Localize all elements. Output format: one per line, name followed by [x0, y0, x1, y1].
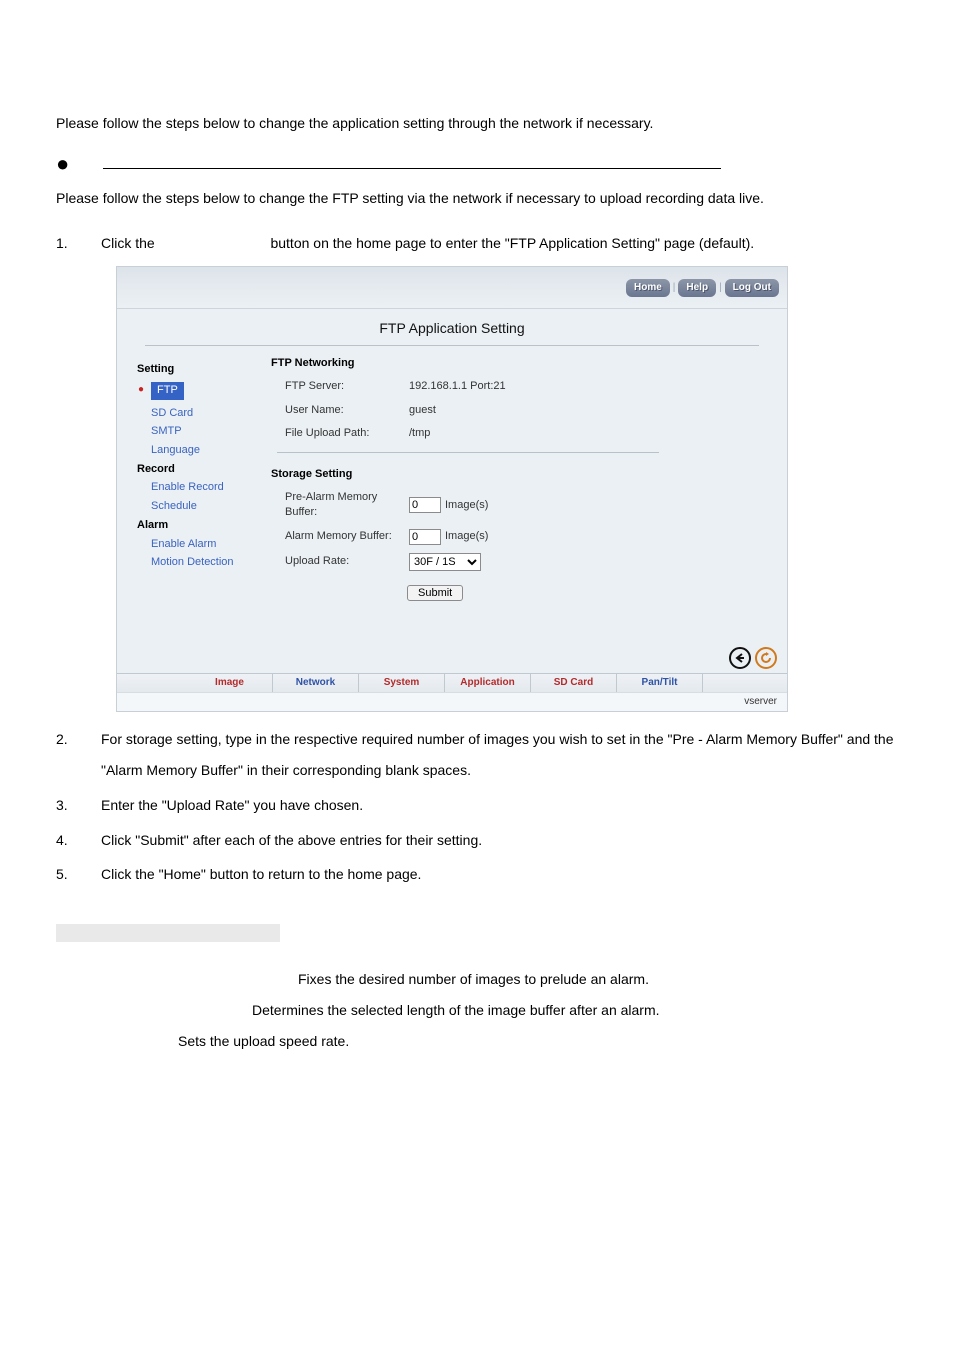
intro-paragraph-2: Please follow the steps below to change … — [56, 183, 898, 214]
app-frame: Home | Help | Log Out FTP Application Se… — [116, 266, 788, 712]
step-3-text: Enter the "Upload Rate" you have chosen. — [101, 790, 898, 821]
step-2: 2. For storage setting, type in the resp… — [56, 724, 898, 786]
step-number: 4. — [56, 825, 101, 856]
sidebar: Setting FTP SD Card SMTP Language Record… — [123, 354, 271, 601]
bottom-tabs: Image Network System Application SD Card… — [117, 673, 787, 692]
step-4-text: Click "Submit" after each of the above e… — [101, 825, 898, 856]
label-pre-alarm: Pre-Alarm Memory Buffer: — [271, 490, 409, 521]
label-alarm: Alarm Memory Buffer: — [271, 529, 409, 544]
step-1-suffix: button on the home page to enter the "FT… — [270, 235, 754, 251]
tab-pantilt[interactable]: Pan/Tilt — [617, 674, 703, 692]
icon-row — [117, 641, 787, 673]
step-5: 5. Click the "Home" button to return to … — [56, 859, 898, 890]
submit-button[interactable]: Submit — [407, 585, 463, 601]
app-topbar: Home | Help | Log Out — [117, 267, 787, 309]
unit-images-2: Image(s) — [445, 529, 488, 544]
upload-rate-select[interactable]: 30F / 1S — [409, 553, 481, 571]
sidebar-head-alarm: Alarm — [137, 518, 271, 533]
page-title: FTP Application Setting — [117, 309, 787, 345]
bullet-dot-icon: ● — [56, 153, 69, 175]
back-arrow-icon[interactable] — [729, 647, 751, 669]
row-ftp-server: FTP Server: 192.168.1.1 Port:21 — [271, 375, 771, 398]
step-number: 2. — [56, 724, 101, 786]
tab-sdcard[interactable]: SD Card — [531, 674, 617, 692]
desc-line-1: Fixes the desired number of images to pr… — [56, 964, 898, 995]
underline-blank — [103, 168, 721, 169]
sidebar-item-sdcard[interactable]: SD Card — [151, 406, 271, 421]
row-upload-rate: Upload Rate: 30F / 1S — [271, 549, 771, 575]
step-5-text: Click the "Home" button to return to the… — [101, 859, 898, 890]
section-rule — [277, 452, 659, 453]
sidebar-item-enable-record[interactable]: Enable Record — [151, 480, 271, 495]
label-upload-rate: Upload Rate: — [271, 554, 409, 569]
grey-stub — [56, 924, 280, 942]
sidebar-head-setting: Setting — [137, 362, 271, 377]
label-upload-path: File Upload Path: — [271, 426, 409, 441]
sidebar-item-motion[interactable]: Motion Detection — [151, 555, 271, 570]
tab-application[interactable]: Application — [445, 674, 531, 692]
label-ftp-server: FTP Server: — [271, 379, 409, 394]
step-3: 3. Enter the "Upload Rate" you have chos… — [56, 790, 898, 821]
row-alarm: Alarm Memory Buffer: Image(s) — [271, 525, 771, 549]
value-username: guest — [409, 403, 436, 418]
tab-image[interactable]: Image — [187, 674, 273, 692]
row-username: User Name: guest — [271, 399, 771, 422]
step-1-prefix: Click the — [101, 235, 155, 251]
desc-line-2: Determines the selected length of the im… — [56, 995, 898, 1026]
step-1: 1. Click the button on the home page to … — [56, 228, 898, 259]
home-button[interactable]: Home — [626, 279, 670, 297]
group-head-storage: Storage Setting — [271, 467, 771, 482]
tab-network[interactable]: Network — [273, 674, 359, 692]
sidebar-head-record: Record — [137, 462, 271, 477]
bullet-heading-row: ● — [56, 153, 898, 175]
step-4: 4. Click "Submit" after each of the abov… — [56, 825, 898, 856]
step-number: 3. — [56, 790, 101, 821]
pre-alarm-input[interactable] — [409, 497, 441, 513]
alarm-input[interactable] — [409, 529, 441, 545]
form-area: FTP Networking FTP Server: 192.168.1.1 P… — [271, 354, 781, 601]
row-pre-alarm: Pre-Alarm Memory Buffer: Image(s) — [271, 486, 771, 525]
row-upload-path: File Upload Path: /tmp — [271, 422, 771, 445]
sidebar-item-ftp[interactable]: FTP — [151, 382, 184, 399]
divider-icon: | — [673, 281, 676, 295]
help-button[interactable]: Help — [678, 279, 716, 297]
sidebar-item-language[interactable]: Language — [151, 443, 271, 458]
signature-label: vserver — [117, 692, 787, 711]
intro-paragraph-1: Please follow the steps below to change … — [56, 108, 898, 139]
divider-icon: | — [719, 281, 722, 295]
logout-button[interactable]: Log Out — [725, 279, 779, 297]
value-ftp-server: 192.168.1.1 Port:21 — [409, 379, 506, 394]
label-username: User Name: — [271, 403, 409, 418]
unit-images-1: Image(s) — [445, 498, 488, 513]
refresh-icon[interactable] — [755, 647, 777, 669]
description-block: Fixes the desired number of images to pr… — [56, 924, 898, 1056]
value-upload-path: /tmp — [409, 426, 430, 441]
step-2-text: For storage setting, type in the respect… — [101, 724, 898, 786]
app-body: FTP Application Setting Setting FTP SD C… — [117, 309, 787, 673]
group-head-networking: FTP Networking — [271, 356, 771, 371]
step-number: 1. — [56, 228, 101, 259]
tab-system[interactable]: System — [359, 674, 445, 692]
sidebar-item-smtp[interactable]: SMTP — [151, 424, 271, 439]
sidebar-item-schedule[interactable]: Schedule — [151, 499, 271, 514]
desc-line-3: Sets the upload speed rate. — [56, 1026, 898, 1057]
step-number: 5. — [56, 859, 101, 890]
sidebar-item-enable-alarm[interactable]: Enable Alarm — [151, 537, 271, 552]
